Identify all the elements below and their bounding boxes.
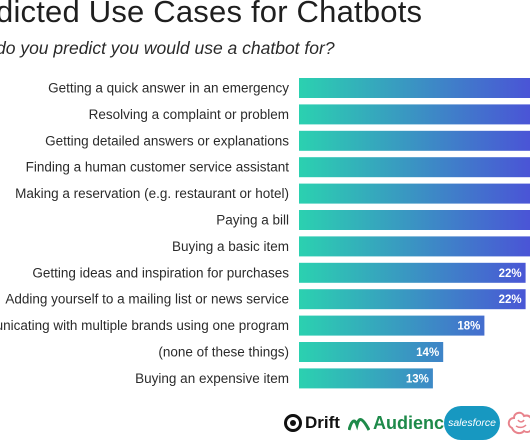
drift-logo: Drift <box>284 404 340 442</box>
bar <box>299 210 530 230</box>
category-label: Buying a basic item <box>172 239 289 254</box>
value-label: 18% <box>457 321 480 333</box>
category-label: unicating with multiple brands using one… <box>0 318 289 333</box>
brain-logo <box>506 404 530 442</box>
category-label: Getting ideas and inspiration for purcha… <box>32 265 289 280</box>
bar <box>299 315 485 336</box>
bar <box>299 342 444 362</box>
value-label: 22% <box>499 294 522 306</box>
chart-title: dicted Use Cases for Chatbots <box>0 0 423 29</box>
category-label: Resolving a complaint or problem <box>89 107 289 122</box>
brain-icon <box>507 411 530 435</box>
bar <box>299 236 530 257</box>
bar <box>299 130 530 151</box>
bar <box>299 262 526 283</box>
value-label: 13% <box>406 373 429 385</box>
audience-mark-icon <box>348 415 370 431</box>
audience-logo-text: Audience <box>373 412 455 433</box>
salesforce-logo-text: salesforce <box>448 417 496 429</box>
sponsor-logos: Drift Audience salesforce <box>284 404 530 442</box>
category-label: Getting a quick answer in an emergency <box>48 81 289 96</box>
value-label: 14% <box>416 347 439 359</box>
bar-chart: Getting a quick answer in an emergency Re… <box>0 78 530 389</box>
category-label: Making a reservation (e.g. restaurant or… <box>15 186 289 201</box>
value-label: 22% <box>499 268 522 280</box>
bar <box>299 368 433 389</box>
audience-logo: Audience <box>348 404 454 442</box>
category-label: Buying an expensive item <box>135 371 289 386</box>
category-label: Getting detailed answers or explanations <box>45 133 289 148</box>
bar <box>299 157 530 178</box>
drift-logo-text: Drift <box>305 413 340 432</box>
chart-subtitle: do you predict you would use a chatbot f… <box>0 38 335 58</box>
category-label: Adding yourself to a mailing list or new… <box>5 292 289 307</box>
bar <box>299 183 530 204</box>
category-label: Paying a bill <box>216 213 289 228</box>
bar <box>299 78 530 98</box>
category-label: Finding a human customer service assista… <box>26 160 290 175</box>
salesforce-cloud-icon: salesforce <box>444 406 500 440</box>
drift-mark-icon <box>284 414 302 432</box>
category-label: (none of these things) <box>158 345 289 360</box>
bar <box>299 289 526 310</box>
salesforce-logo: salesforce <box>444 404 500 442</box>
bar <box>299 104 530 125</box>
